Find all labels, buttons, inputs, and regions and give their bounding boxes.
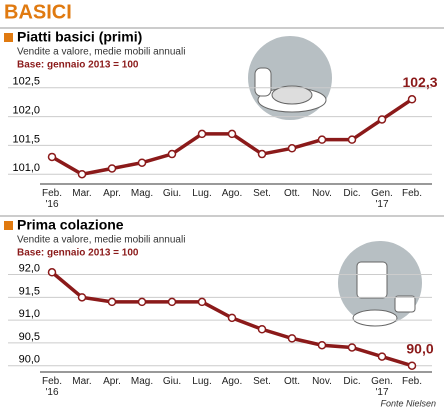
source: Fonte Nielsen <box>380 398 436 408</box>
y-tick-label: 101,5 <box>12 133 40 145</box>
x-tick-label: Set. <box>253 188 271 199</box>
point <box>227 313 237 323</box>
chart-title: Prima colazione <box>17 217 124 233</box>
point <box>107 297 117 307</box>
x-tick-label: Feb. '16 <box>41 188 62 210</box>
x-tick-label: Nov. <box>312 376 332 387</box>
point <box>167 149 177 159</box>
x-tick-label: Mag. <box>130 376 154 387</box>
x-tick-label: Ott. <box>283 376 301 387</box>
x-tick-label: Feb. '16 <box>41 376 62 398</box>
x-tick-label: Feb. <box>401 188 422 199</box>
x-tick-label: Apr. <box>103 376 121 387</box>
title-bullet <box>4 33 13 42</box>
x-tick-label: Ago. <box>221 188 243 199</box>
point <box>407 95 417 104</box>
y-tick-label: 102,5 <box>12 76 40 88</box>
base-note: Base: gennaio 2013 = 100 <box>17 60 139 71</box>
x-tick-label: Feb. <box>401 376 422 387</box>
x-tick-label: Lug. <box>192 376 212 387</box>
value-label: 90,0 <box>406 340 433 356</box>
y-tick-label: 102,0 <box>12 104 40 116</box>
y-tick-label: 90,0 <box>19 354 40 366</box>
point <box>197 297 207 307</box>
y-tick-label: 90,5 <box>19 331 40 343</box>
base-note: Base: gennaio 2013 = 100 <box>17 248 139 259</box>
x-tick-label: Lug. <box>192 188 212 199</box>
point <box>287 334 297 343</box>
y-tick-label: 91,5 <box>19 285 40 297</box>
point <box>197 129 207 139</box>
point <box>347 135 357 144</box>
subtitle: Vendite a valore, medie mobili annuali <box>17 235 185 246</box>
point <box>377 352 387 361</box>
x-tick-label: Mar. <box>72 376 92 387</box>
point <box>47 268 57 277</box>
x-tick-label: Ott. <box>283 188 301 199</box>
x-tick-label: Dic. <box>343 376 361 387</box>
point <box>407 361 417 370</box>
x-tick-label: Apr. <box>103 188 121 199</box>
y-tick-label: 101,0 <box>12 162 40 174</box>
y-tick-label: 91,0 <box>19 308 40 320</box>
point <box>347 343 357 352</box>
point <box>137 158 147 167</box>
point <box>167 297 177 307</box>
point <box>317 135 327 144</box>
point <box>377 115 387 124</box>
point <box>317 340 327 350</box>
point <box>47 152 57 162</box>
point <box>137 297 147 307</box>
point <box>257 325 267 334</box>
x-tick-label: Giu. <box>162 188 182 199</box>
point <box>107 164 117 173</box>
point <box>257 149 267 159</box>
x-tick-label: Set. <box>253 376 271 387</box>
page-title: BASICI <box>4 1 72 23</box>
icon-breakfast <box>338 241 422 327</box>
point <box>77 169 87 179</box>
value-label: 102,3 <box>402 74 437 90</box>
x-tick-label: Gen. '17 <box>371 188 393 210</box>
y-tick-label: 92,0 <box>19 262 40 274</box>
chart-title: Piatti basici (primi) <box>17 29 142 45</box>
title-bullet <box>4 221 13 230</box>
x-tick-label: Mar. <box>72 188 92 199</box>
x-tick-label: Dic. <box>343 188 361 199</box>
subtitle: Vendite a valore, medie mobili annuali <box>17 47 185 58</box>
point <box>77 293 87 302</box>
x-tick-label: Gen. '17 <box>371 376 393 398</box>
icon-pasta <box>248 36 332 120</box>
x-tick-label: Giu. <box>162 376 182 387</box>
x-tick-label: Nov. <box>312 188 332 199</box>
x-tick-label: Ago. <box>221 376 243 387</box>
point <box>227 129 237 139</box>
point <box>287 144 297 153</box>
x-tick-label: Mag. <box>130 188 154 199</box>
